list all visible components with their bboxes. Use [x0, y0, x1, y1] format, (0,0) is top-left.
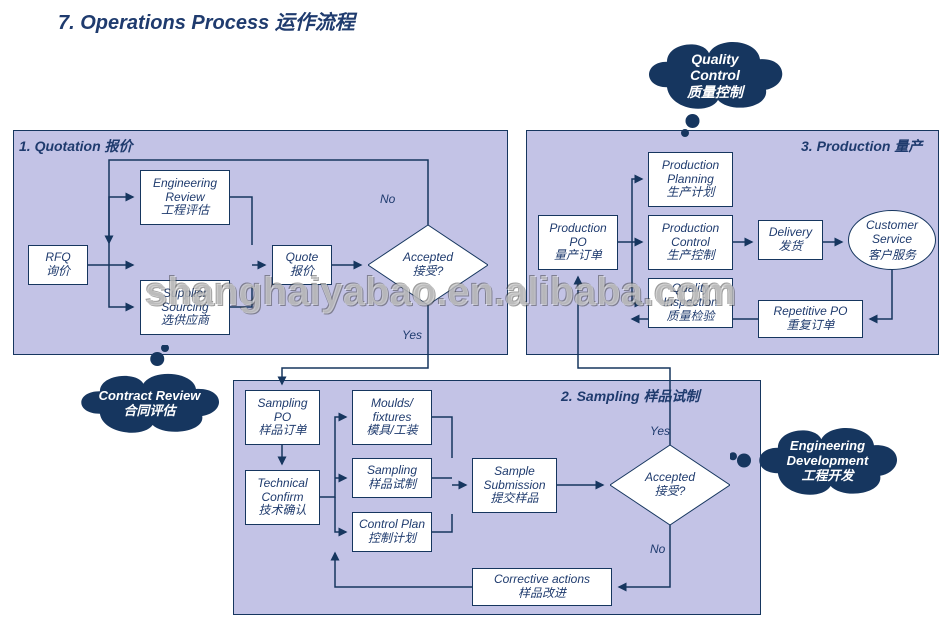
- label-no-1: No: [380, 192, 395, 206]
- panel-sampling-title: 2. Sampling 样品试制: [561, 386, 699, 406]
- node-sample-submission: SampleSubmission提交样品: [472, 458, 557, 513]
- node-corrective-actions: Corrective actions样品改进: [472, 568, 612, 606]
- node-production-planning: ProductionPlanning生产计划: [648, 152, 733, 207]
- cloud-contract-review-label: Contract Review合同评估: [72, 365, 227, 440]
- node-moulds-fixtures: Moulds/fixtures模具/工装: [352, 390, 432, 445]
- node-production-po: ProductionPO量产订单: [538, 215, 618, 270]
- node-sampling: Sampling样品试制: [352, 458, 432, 498]
- node-production-control: ProductionControl生产控制: [648, 215, 733, 270]
- label-yes-1: Yes: [402, 328, 422, 342]
- page-title: 7. Operations Process 运作流程: [58, 6, 355, 35]
- label-no-2: No: [650, 542, 665, 556]
- node-engineering-review: EngineeringReview工程评估: [140, 170, 230, 225]
- cloud-quality-control-label: QualityControl质量控制: [640, 32, 790, 117]
- node-customer-service: CustomerService客户服务: [848, 210, 936, 270]
- node-control-plan: Control Plan控制计划: [352, 512, 432, 552]
- panel-production-title: 3. Production 量产: [801, 136, 922, 156]
- cloud-quality-control: QualityControl质量控制: [620, 12, 810, 137]
- node-delivery: Delivery发货: [758, 220, 823, 260]
- panel-quotation-title: 1. Quotation 报价: [19, 136, 133, 156]
- cloud-contract-review: Contract Review合同评估: [52, 345, 247, 460]
- cloud-engineering-development-label: EngineeringDevelopment工程开发: [750, 418, 905, 503]
- decision-accepted-2-label: Accepted接受?: [610, 445, 730, 525]
- watermark: shanghaiyabao.en.alibaba.com: [145, 270, 736, 315]
- cloud-engineering-development: EngineeringDevelopment工程开发: [730, 398, 925, 523]
- node-rfq: RFQ询价: [28, 245, 88, 285]
- node-technical-confirm: TechnicalConfirm技术确认: [245, 470, 320, 525]
- node-repetitive-po: Repetitive PO重复订单: [758, 300, 863, 338]
- decision-accepted-2: Accepted接受?: [610, 445, 730, 525]
- node-sampling-po: SamplingPO样品订单: [245, 390, 320, 445]
- label-yes-2: Yes: [650, 424, 670, 438]
